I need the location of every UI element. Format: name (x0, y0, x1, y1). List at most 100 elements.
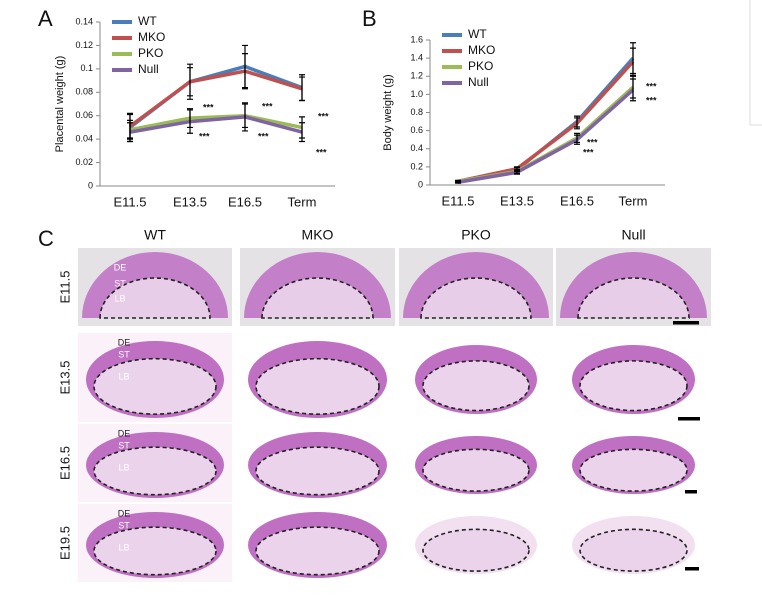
annotation: *** (203, 102, 214, 112)
y-tick-label: 0.8 (410, 107, 423, 117)
annotation: *** (316, 147, 327, 157)
tissue-inner (422, 528, 530, 572)
tissue-inner (420, 277, 532, 319)
region-label: DE (118, 337, 131, 347)
series-line (129, 115, 303, 134)
region-label: DE (118, 508, 131, 518)
annotation: *** (318, 111, 329, 121)
region-label: LB (114, 293, 125, 303)
annotation: *** (587, 137, 598, 147)
region-label: ST (118, 349, 130, 359)
annotation: *** (199, 131, 210, 141)
legend-label: Null (468, 75, 489, 89)
tissue-inner (579, 360, 688, 412)
error-bar (187, 67, 193, 97)
tissue-inner (261, 277, 374, 319)
error-bar (187, 109, 193, 134)
legend-label: Null (138, 62, 159, 76)
error-bar (455, 180, 461, 184)
region-label: LB (118, 542, 129, 552)
series-line (457, 85, 635, 184)
tissue-inner (93, 357, 217, 415)
y-tick-label: 0 (88, 180, 93, 190)
y-tick-label: 0.14 (75, 16, 93, 26)
column-label: PKO (461, 227, 491, 243)
tissue-inner (577, 277, 690, 319)
legend-label: MKO (138, 30, 165, 44)
y-tick-label: 0 (418, 179, 423, 189)
tissue-inner (422, 360, 530, 412)
region-label: DE (118, 428, 131, 438)
region-label: ST (118, 520, 130, 530)
error-bar (514, 169, 520, 175)
error-bar (299, 122, 305, 143)
region-label: LB (118, 371, 129, 381)
x-tick-label: E16.5 (228, 194, 262, 209)
y-tick-label: 0.08 (75, 87, 93, 97)
annotation: *** (646, 81, 657, 91)
series-line (129, 113, 303, 132)
error-bar (242, 53, 248, 90)
tissue-inner (255, 357, 380, 415)
tissue-inner (579, 528, 688, 572)
y-tick-label: 0.1 (80, 63, 93, 73)
legend-label: WT (468, 27, 487, 41)
tissue-inner (255, 526, 380, 576)
y-tick-label: 1.2 (410, 71, 423, 81)
y-tick-label: 0.12 (75, 40, 93, 50)
tissue-inner (422, 448, 530, 492)
y-tick-label: 0.06 (75, 110, 93, 120)
region-label: ST (118, 440, 130, 450)
x-tick-label: E13.5 (500, 193, 534, 208)
legend-label: PKO (468, 59, 493, 73)
tissue-inner (579, 448, 688, 492)
x-tick-label: E13.5 (173, 194, 207, 209)
scale-bar (678, 417, 700, 421)
x-tick-label: E16.5 (560, 193, 594, 208)
column-label: WT (144, 227, 166, 243)
annotation: *** (583, 147, 594, 157)
region-label: LB (118, 462, 129, 472)
region-label: DE (114, 262, 127, 272)
annotation: *** (258, 131, 269, 141)
panel-label: A (38, 6, 53, 31)
y-tick-label: 0.4 (410, 143, 423, 153)
annotation: *** (646, 95, 657, 105)
series-line (457, 88, 635, 185)
error-bar (242, 102, 248, 132)
region-label: ST (114, 278, 126, 288)
panel-label: C (38, 226, 54, 251)
y-tick-label: 0.2 (410, 161, 423, 171)
error-bar (574, 117, 580, 130)
x-tick-label: E11.5 (113, 194, 146, 209)
tissue-inner (99, 277, 211, 319)
scale-bar (685, 567, 699, 571)
panel-label: B (362, 6, 377, 31)
y-axis-label: Placental weight (g) (54, 56, 66, 153)
y-tick-label: 1.0 (410, 89, 423, 99)
column-label: MKO (302, 227, 334, 243)
column-label: Null (621, 227, 645, 243)
legend-label: WT (138, 14, 157, 28)
error-bar (127, 122, 133, 143)
y-tick-label: 0.04 (75, 134, 93, 144)
annotation: *** (262, 101, 273, 111)
y-tick-label: 1.6 (410, 34, 423, 44)
error-bar (630, 47, 636, 76)
error-bar (299, 76, 305, 102)
y-tick-label: 0.6 (410, 125, 423, 135)
x-tick-label: Term (288, 194, 317, 209)
x-tick-label: Term (619, 193, 648, 208)
y-axis-label: Body weight (g) (382, 74, 394, 150)
legend-label: PKO (138, 46, 163, 60)
row-label: E13.5 (57, 361, 72, 395)
tissue-inner (255, 446, 380, 496)
scale-bar (685, 490, 697, 494)
row-label: E19.5 (57, 526, 72, 560)
x-tick-label: E11.5 (441, 193, 474, 208)
legend-label: MKO (468, 43, 495, 57)
error-bar (630, 78, 636, 102)
row-label: E16.5 (57, 446, 72, 480)
tissue-inner (93, 446, 217, 496)
